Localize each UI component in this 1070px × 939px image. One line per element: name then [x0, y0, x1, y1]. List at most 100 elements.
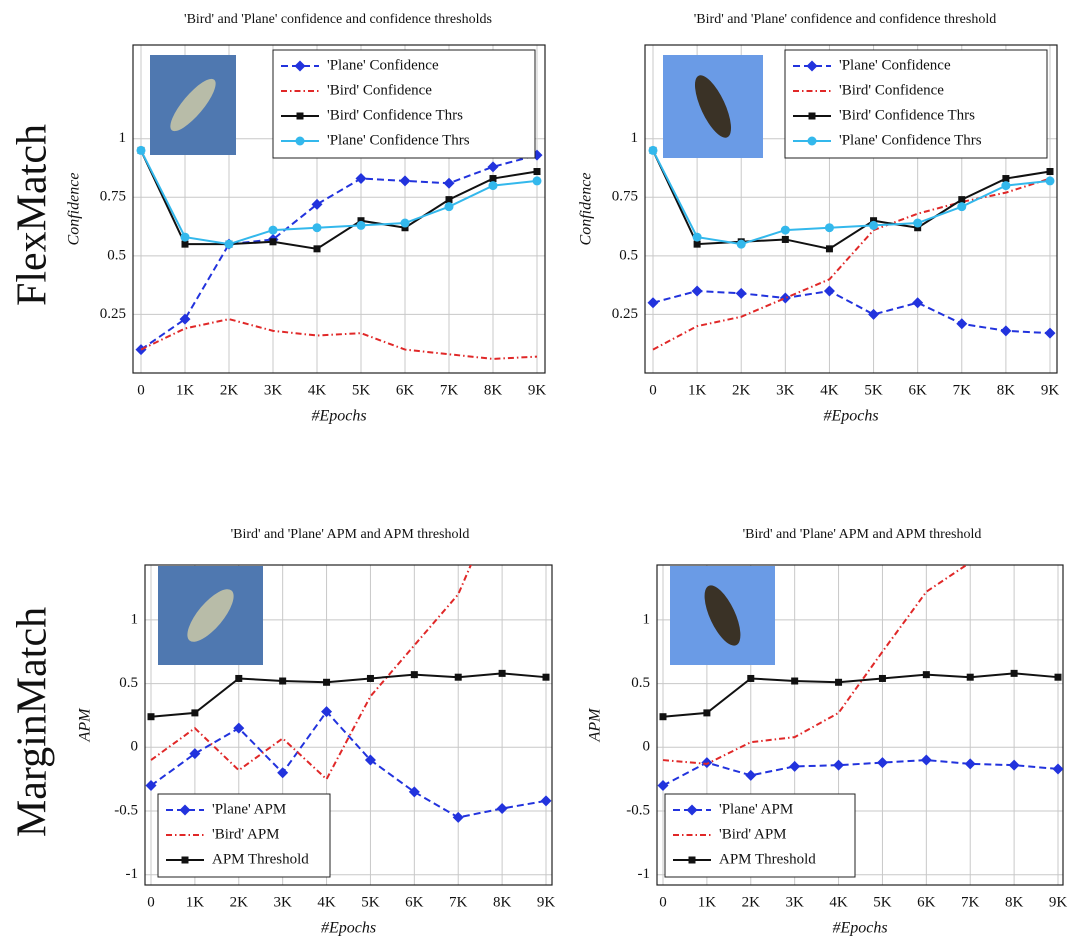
- x-tick-label: 5K: [864, 382, 883, 398]
- marker: [411, 671, 418, 678]
- marker: [923, 671, 930, 678]
- marker: [497, 803, 508, 814]
- x-tick-label: 4K: [820, 382, 839, 398]
- marker: [356, 173, 367, 184]
- x-tick-label: 5K: [873, 894, 892, 910]
- legend-label: 'Plane' APM: [212, 801, 286, 817]
- marker: [825, 223, 834, 232]
- marker: [490, 175, 497, 182]
- figure: FlexMatch MarginMatch 01K2K3K4K5K6K7K8K9…: [0, 0, 1070, 939]
- marker: [499, 670, 506, 677]
- marker: [1045, 328, 1056, 339]
- y-tick-label: 0.5: [119, 675, 138, 691]
- plot-area: [136, 146, 543, 359]
- legend-label: APM Threshold: [719, 851, 816, 867]
- marker: [445, 202, 454, 211]
- marker: [958, 196, 965, 203]
- marker: [323, 679, 330, 686]
- legend-label: 'Plane' Confidence: [327, 57, 439, 73]
- y-tick-label: -0.5: [626, 802, 650, 818]
- x-tick-label: 5K: [361, 894, 380, 910]
- y-tick-label: 0.25: [100, 306, 126, 322]
- marker: [191, 709, 198, 716]
- marker: [455, 674, 462, 681]
- y-axis-label: Confidence: [578, 173, 595, 246]
- marker: [789, 761, 800, 772]
- marker: [313, 223, 322, 232]
- x-tick-label: 9K: [537, 894, 556, 910]
- legend-label: 'Bird' APM: [719, 826, 787, 842]
- marker: [279, 678, 286, 685]
- marker: [446, 196, 453, 203]
- marker: [692, 286, 703, 297]
- marker: [181, 233, 190, 242]
- series-line: [141, 155, 537, 349]
- y-axis-label: APM: [587, 707, 604, 743]
- marker: [314, 245, 321, 252]
- x-tick-label: 3K: [776, 382, 795, 398]
- marker: [649, 146, 658, 155]
- y-tick-label: 0.75: [612, 189, 638, 205]
- marker: [137, 146, 146, 155]
- legend-label: 'Bird' Confidence Thrs: [839, 107, 975, 123]
- x-tick-label: 7K: [449, 894, 468, 910]
- x-tick-label: 6K: [405, 894, 424, 910]
- series-line: [141, 319, 537, 359]
- x-tick-label: 6K: [908, 382, 927, 398]
- legend-label: 'Plane' APM: [719, 801, 793, 817]
- x-tick-label: 8K: [484, 382, 503, 398]
- marker: [913, 219, 922, 228]
- x-axis-label: #Epochs: [321, 920, 376, 937]
- marker: [270, 238, 277, 245]
- marker: [367, 675, 374, 682]
- marker: [826, 245, 833, 252]
- x-tick-label: 6K: [396, 382, 415, 398]
- x-tick-label: 1K: [176, 382, 195, 398]
- marker: [879, 675, 886, 682]
- x-tick-label: 8K: [1005, 894, 1024, 910]
- chart-title: 'Bird' and 'Plane' confidence and confid…: [694, 12, 996, 27]
- y-tick-label: -0.5: [114, 802, 138, 818]
- marker: [648, 297, 659, 308]
- marker: [745, 770, 756, 781]
- y-tick-label: 0.5: [107, 247, 126, 263]
- marker: [703, 709, 710, 716]
- x-tick-label: 3K: [273, 894, 292, 910]
- x-tick-label: 4K: [829, 894, 848, 910]
- x-tick-label: 5K: [352, 382, 371, 398]
- row-label: FlexMatch: [10, 124, 56, 306]
- marker: [400, 175, 411, 186]
- marker: [297, 113, 304, 120]
- legend-label: 'Bird' APM: [212, 826, 280, 842]
- x-tick-label: 7K: [440, 382, 459, 398]
- marker: [533, 176, 542, 185]
- marker: [1046, 176, 1055, 185]
- marker: [782, 236, 789, 243]
- marker: [1047, 168, 1054, 175]
- marker: [747, 675, 754, 682]
- x-tick-label: 0: [137, 382, 145, 398]
- x-tick-label: 9K: [528, 382, 547, 398]
- x-axis-label: #Epochs: [823, 408, 878, 425]
- x-tick-label: 1K: [186, 894, 205, 910]
- marker: [1000, 325, 1011, 336]
- marker: [296, 137, 305, 146]
- x-tick-label: 1K: [688, 382, 707, 398]
- marker: [791, 678, 798, 685]
- marker: [693, 233, 702, 242]
- marker: [489, 181, 498, 190]
- marker: [1053, 763, 1064, 774]
- marker: [1001, 181, 1010, 190]
- x-tick-label: 0: [649, 382, 657, 398]
- chart-title: 'Bird' and 'Plane' APM and APM threshold: [743, 527, 982, 542]
- marker: [225, 240, 234, 249]
- marker: [182, 241, 189, 248]
- x-tick-label: 2K: [220, 382, 239, 398]
- marker: [835, 679, 842, 686]
- chart-title: 'Bird' and 'Plane' APM and APM threshold: [231, 527, 470, 542]
- marker: [808, 137, 817, 146]
- series-line: [653, 291, 1050, 333]
- y-tick-label: -1: [126, 866, 139, 882]
- x-tick-label: 9K: [1041, 382, 1060, 398]
- x-axis-label: #Epochs: [832, 920, 887, 937]
